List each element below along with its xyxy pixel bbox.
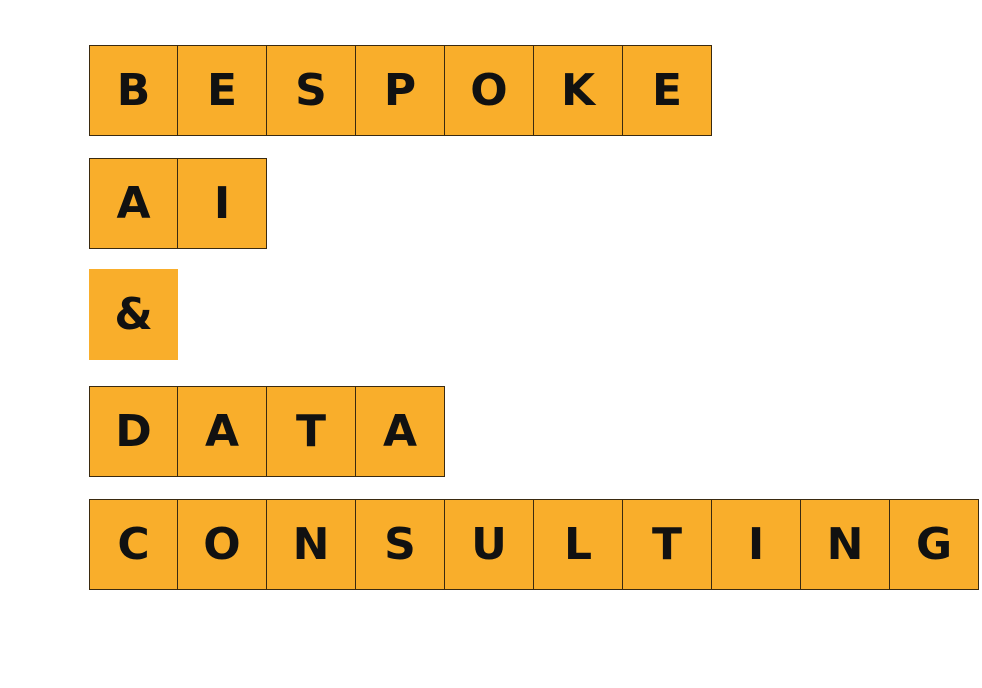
letter-tile: K — [534, 45, 623, 136]
letter-tile: G — [890, 499, 979, 590]
letter-tile: D — [89, 386, 178, 477]
letter-tile: C — [89, 499, 178, 590]
letter-tile: & — [89, 269, 178, 360]
letter-tile: A — [356, 386, 445, 477]
letter-tile: P — [356, 45, 445, 136]
letter-tile: S — [267, 45, 356, 136]
letter-tile: O — [445, 45, 534, 136]
letter-tile: N — [801, 499, 890, 590]
letter-tile: N — [267, 499, 356, 590]
letter-tile: E — [178, 45, 267, 136]
letter-tile: I — [178, 158, 267, 249]
letter-tile: T — [623, 499, 712, 590]
letter-tile: O — [178, 499, 267, 590]
letter-tile: B — [89, 45, 178, 136]
letter-tile: A — [89, 158, 178, 249]
bespoke-ai-data-consulting-logo: B E S P O K E A I & D A T A C O N S U L T I N G — [89, 45, 979, 590]
letter-tile: U — [445, 499, 534, 590]
letter-tile: T — [267, 386, 356, 477]
letter-tile: A — [178, 386, 267, 477]
letter-tile: I — [712, 499, 801, 590]
letter-tile: E — [623, 45, 712, 136]
letter-tile: L — [534, 499, 623, 590]
logo-row-ampersand: & — [89, 269, 979, 360]
letter-tile: S — [356, 499, 445, 590]
